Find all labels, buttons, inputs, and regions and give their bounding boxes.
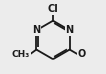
Text: Cl: Cl: [48, 4, 58, 14]
Text: N: N: [32, 25, 40, 35]
Text: CH₃: CH₃: [12, 50, 30, 59]
Text: O: O: [78, 49, 86, 59]
Text: N: N: [66, 25, 74, 35]
